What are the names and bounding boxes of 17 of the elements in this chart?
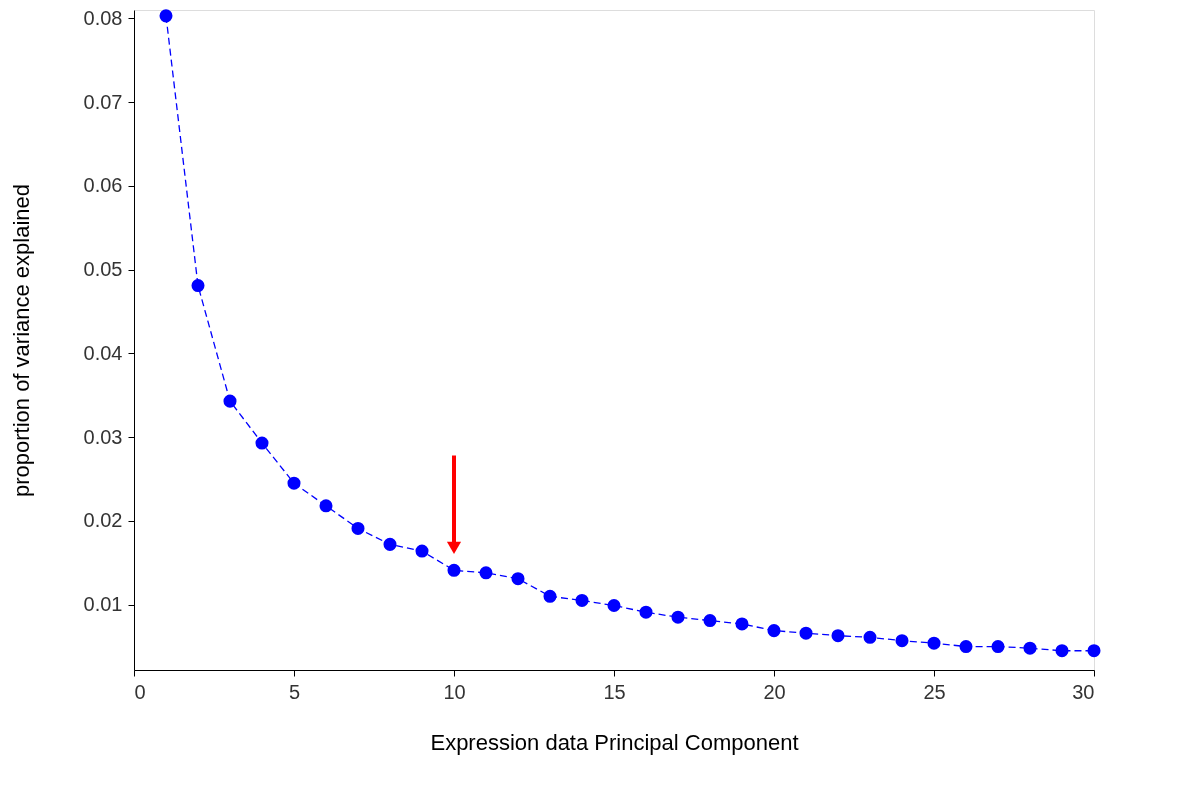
x-tick-label: 5 — [288, 680, 301, 703]
y-tick-label: 0.07 — [83, 90, 123, 113]
y-tick-label: 0.01 — [83, 593, 123, 616]
y-tick-label: 0.08 — [83, 6, 123, 29]
x-tick-label: 25 — [923, 680, 946, 703]
y-axis-title: proportion of variance explained — [8, 183, 34, 498]
x-tick-label: 10 — [443, 680, 466, 703]
x-tick-label: 0 — [134, 680, 146, 703]
x-axis-title: Expression data Principal Component — [430, 729, 799, 755]
y-tick-label: 0.03 — [83, 425, 123, 448]
x-tick-label: 30 — [1072, 680, 1095, 703]
x-tick-label: 20 — [763, 680, 786, 703]
y-tick-label: 0.02 — [83, 509, 123, 532]
y-tick-label: 0.04 — [83, 341, 123, 364]
y-tick-label: 0.05 — [83, 258, 123, 281]
y-tick-label: 0.06 — [83, 174, 123, 197]
x-tick-label: 15 — [603, 680, 626, 703]
